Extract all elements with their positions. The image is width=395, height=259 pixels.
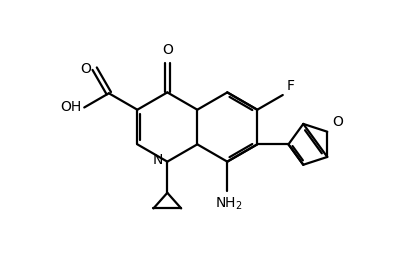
Text: O: O xyxy=(162,43,173,57)
Text: O: O xyxy=(332,115,343,129)
Text: OH: OH xyxy=(60,100,81,114)
Text: O: O xyxy=(80,62,91,76)
Text: NH$_2$: NH$_2$ xyxy=(215,196,243,212)
Text: F: F xyxy=(287,79,295,93)
Text: N: N xyxy=(153,153,164,167)
